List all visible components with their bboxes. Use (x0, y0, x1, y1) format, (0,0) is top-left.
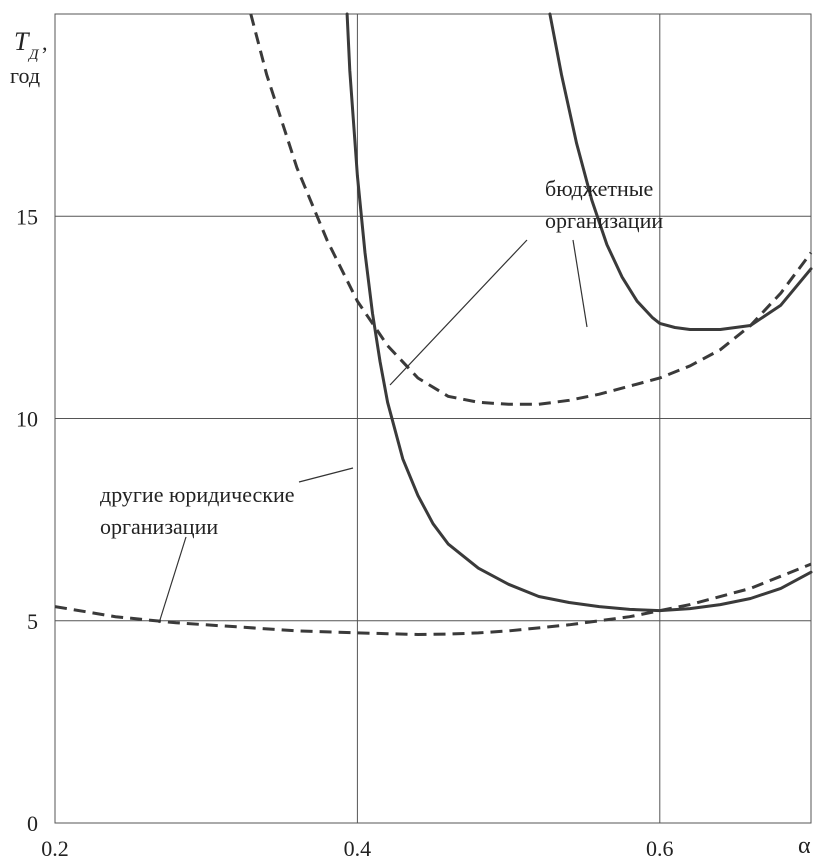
y-tick-label: 15 (16, 204, 38, 229)
y-axis-label-main: T (14, 27, 30, 56)
x-tick-label: 0.2 (41, 836, 69, 861)
grid-layer (55, 14, 811, 823)
annotation-other-line2: организации (100, 514, 218, 539)
budget-dashed-curve (249, 13, 813, 406)
annotation-other-leader-2 (158, 536, 187, 624)
annotation-budget-line2: организации (545, 208, 663, 233)
y-tick-label: 0 (27, 811, 38, 836)
budget-solid-curve (548, 12, 813, 331)
x-tick-label: 0.4 (344, 836, 372, 861)
y-tick-label: 10 (16, 407, 38, 432)
y-axis-label-unit: год (10, 63, 40, 88)
y-axis-label-comma: , (42, 30, 48, 55)
other-dashed-curve (54, 562, 812, 637)
curve-layer (54, 12, 813, 637)
annotation-budget-line1: бюджетные (545, 176, 653, 201)
annotation-budget-leader-1 (389, 239, 528, 386)
y-axis-label-sub: Д (27, 47, 40, 63)
x-tick-label: 0.6 (646, 836, 674, 861)
other-solid-curve (345, 12, 813, 613)
tick-layer: 0 5 10 15 0.2 0.4 0.6 (16, 204, 674, 861)
plot-frame (54, 13, 812, 824)
annotation-other-line1: другие юридические (100, 482, 295, 507)
x-axis-label: α (798, 833, 811, 859)
y-tick-label: 5 (27, 609, 38, 634)
annotation-budget-leader-2 (572, 239, 588, 328)
annotation-other-leader-1 (298, 467, 354, 483)
